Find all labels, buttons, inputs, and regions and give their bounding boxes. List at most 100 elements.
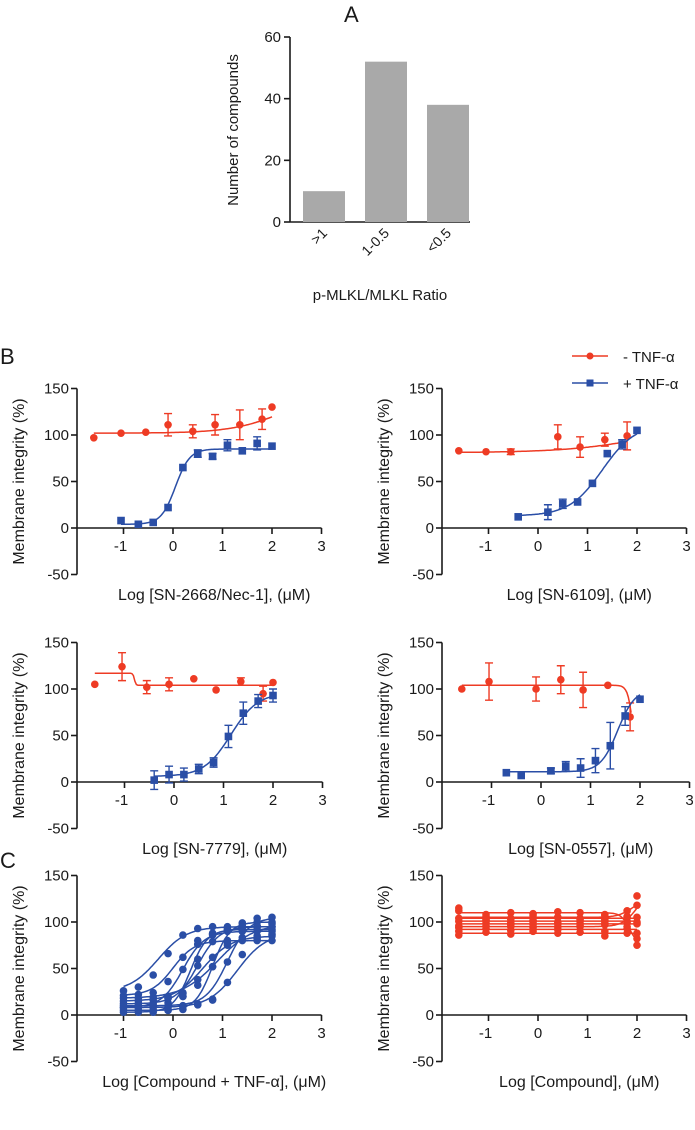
data-point (193, 924, 202, 933)
y-axis-label: Number of compounds (225, 54, 242, 206)
data-point (258, 415, 266, 423)
data-point (576, 764, 585, 772)
x-tick-label: -1 (482, 792, 495, 809)
series-minus-tnf (91, 652, 277, 702)
data-point (576, 908, 584, 917)
data-point (237, 677, 245, 686)
x-tick-label: 0 (537, 792, 545, 809)
data-point (591, 756, 600, 765)
data-point (482, 916, 490, 924)
chart-b1: -50 0 50 100 150 -1 0 1 2 3 Log [SN-2668/Nec-1], (… (11, 381, 326, 605)
data-point (142, 683, 151, 691)
data-point (506, 930, 515, 938)
y-axis-label: Membrane integrity (%) (376, 885, 393, 1051)
data-point (212, 686, 220, 694)
x-tick-label: 0 (169, 538, 177, 555)
data-point (633, 934, 641, 943)
x-tick-label: 1 (583, 1025, 591, 1042)
data-point (529, 909, 537, 918)
y-tick-label: 50 (417, 961, 434, 978)
data-point (601, 916, 609, 924)
y-tick-label: 40 (264, 91, 281, 108)
y-tick-label: 100 (409, 914, 434, 931)
data-point (455, 904, 463, 912)
fit-curve (506, 694, 641, 773)
data-point (455, 447, 463, 455)
data-point (164, 977, 172, 986)
data-point (179, 463, 187, 472)
y-tick-label: 100 (44, 681, 69, 698)
y-tick-label: 150 (44, 635, 69, 652)
data-point (134, 994, 143, 1003)
data-point (623, 907, 631, 915)
data-point (164, 420, 172, 429)
data-point (253, 439, 261, 448)
data-point (633, 918, 641, 926)
data-point (601, 932, 609, 940)
x-tick-label: 3 (317, 1025, 325, 1042)
series-plus-tnf (119, 922, 276, 1008)
data-point (134, 1003, 143, 1012)
data-point (455, 931, 463, 939)
fit-curve (461, 684, 632, 713)
data-point (223, 441, 232, 450)
series-minus-tnf (90, 403, 276, 442)
data-point (253, 922, 261, 931)
data-point (529, 917, 537, 925)
y-tick-label: 150 (44, 868, 69, 885)
series-minus-tnf (455, 892, 641, 932)
data-point (621, 712, 629, 720)
y-tick-label: 150 (409, 868, 434, 885)
data-point (558, 500, 567, 508)
y-tick-label: -50 (412, 1054, 434, 1071)
data-point (623, 929, 631, 937)
y-tick-label: 150 (409, 381, 434, 398)
data-point (561, 762, 570, 770)
data-point (179, 965, 187, 974)
data-point (269, 691, 277, 700)
y-tick-label: -50 (412, 567, 434, 584)
chart-b2: -50 0 50 100 150 -1 0 1 2 3 Log [SN-6109], (μM) Mem… (376, 381, 691, 605)
data-point (209, 758, 218, 767)
x-axis-label: Log [SN-6109], (μM) (507, 587, 652, 604)
data-point (179, 953, 187, 962)
bar-1-0.5 (365, 61, 407, 222)
data-point (268, 936, 276, 945)
data-point (223, 941, 232, 950)
data-point (208, 937, 217, 946)
data-point (208, 995, 217, 1003)
data-point (164, 992, 172, 1001)
data-point (117, 429, 125, 437)
x-tick-label: >1 (308, 225, 331, 248)
data-point (554, 913, 562, 922)
x-tick-label: 3 (318, 792, 326, 809)
data-point (141, 428, 150, 437)
y-axis-label: Membrane integrity (%) (11, 652, 28, 818)
chart-c1: -50 0 50 100 150 -1 0 1 2 3 Log [Compound + TNF-α]… (11, 868, 326, 1092)
y-tick-label: 50 (52, 961, 69, 978)
series-minus-tnf (455, 904, 641, 926)
data-point (180, 770, 188, 779)
x-tick-label: -1 (479, 538, 492, 555)
data-point (253, 934, 261, 943)
x-tick-label: 3 (682, 538, 690, 555)
data-point (149, 993, 157, 1002)
data-point (164, 503, 172, 512)
data-point (633, 892, 641, 900)
data-point (119, 1003, 128, 1012)
y-axis-label: Membrane integrity (%) (376, 652, 393, 818)
panel-label-a: A (344, 2, 359, 27)
y-tick-label: -50 (412, 821, 434, 838)
x-axis-label: Log [Compound + TNF-α], (μM) (102, 1074, 326, 1091)
data-point (554, 929, 562, 937)
y-tick-label: 0 (426, 520, 434, 537)
data-point (576, 921, 584, 930)
series-plus-tnf (150, 688, 277, 791)
data-point (238, 950, 247, 959)
fit-curve (123, 921, 272, 1012)
data-point (119, 994, 128, 1003)
data-point (193, 449, 202, 458)
x-tick-label: -1 (479, 1025, 492, 1042)
data-point (482, 921, 490, 930)
